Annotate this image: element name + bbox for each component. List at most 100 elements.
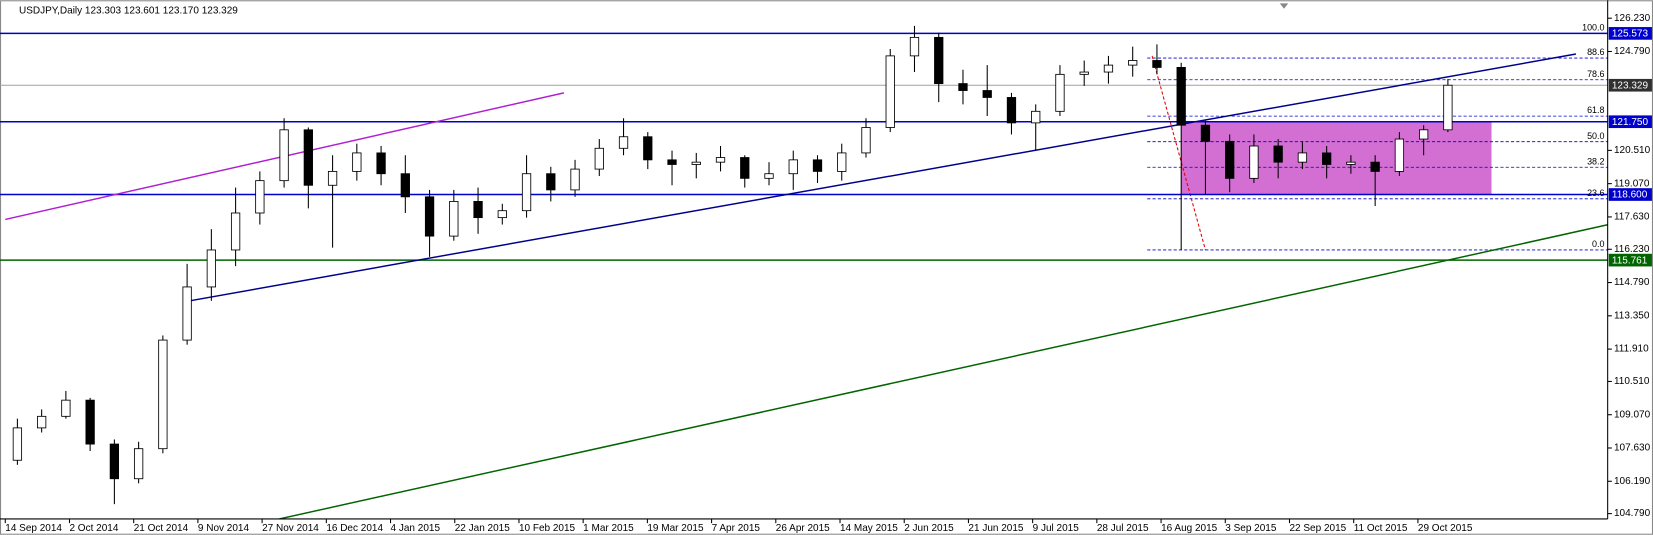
candle-body [958,83,968,91]
plot-front [5,25,1608,519]
level-box [1608,78,1652,92]
candle-body [1346,161,1356,165]
fib-label: 38.2 [1587,156,1604,166]
x-tick-label: 29 Oct 2015 [1418,523,1473,534]
x-tick-label: 10 Feb 2015 [519,523,576,534]
x-tick-label: 3 Sep 2015 [1225,523,1277,534]
fib-label: 0.0 [1592,239,1604,249]
candle-body [12,427,23,461]
x-tick-label: 2 Jun 2015 [904,523,954,534]
y-tick-label: 104.790 [1614,508,1651,519]
candle-body [1322,152,1332,165]
candle-body [982,90,992,98]
candle-body [497,210,507,219]
x-tick-label: 16 Dec 2014 [326,523,383,534]
candle-body [643,136,653,161]
candle-body [473,201,483,219]
candle-body [667,159,677,165]
candle-body [449,201,459,237]
level-label: 125.573 [1612,29,1649,40]
candle-body [37,415,47,429]
candle-body [1176,67,1186,126]
candle-body [909,36,920,57]
candle-body [521,173,532,212]
x-tick-label: 21 Oct 2014 [134,523,189,534]
y-tick-label: 120.510 [1614,145,1651,156]
level-label: 118.600 [1612,190,1648,201]
candle-body [740,157,750,179]
level-box [1608,27,1652,40]
y-tick-label: 110.510 [1614,376,1650,387]
candle-body [861,127,871,154]
x-tick-label: 16 Aug 2015 [1161,523,1218,534]
candle-body [1055,73,1065,112]
candle-body [182,286,192,341]
x-tick-label: 7 Apr 2015 [712,523,761,534]
candle-body [691,161,701,165]
y-tick-label: 114.790 [1614,277,1650,288]
y-tick-label: 107.630 [1614,443,1651,454]
candle-body [1031,110,1041,124]
level-box [1608,115,1652,129]
y-tick-label: 116.230 [1614,244,1650,255]
fib-label: 50.0 [1587,131,1604,141]
candle-body [1006,97,1017,124]
candle-body [812,159,823,172]
x-tick-label: 9 Jul 2015 [1033,523,1080,534]
candle-body [303,129,313,186]
x-tick-label: 2 Oct 2014 [69,523,118,534]
candle-body [206,249,216,288]
level-label: 115.761 [1612,255,1648,266]
candle-body [788,159,798,175]
candle-body [327,170,338,186]
chart-title: USDJPY,Daily 123.303 123.601 123.170 123… [19,5,238,16]
x-tick-label: 27 Nov 2014 [262,523,319,534]
x-tick-label: 19 Mar 2015 [647,523,704,534]
y-tick-label: 109.070 [1614,409,1651,420]
candle-body [837,152,847,172]
candle-body [618,136,629,149]
candle-body [1419,129,1429,140]
candle-body [1249,145,1259,179]
candle-body [885,55,895,128]
x-tick-label: 28 Jul 2015 [1097,523,1149,534]
candle-body [1297,152,1308,163]
x-tick-label: 14 May 2015 [840,523,898,534]
candle-body [133,448,144,480]
candle-body [255,180,265,214]
candle-body [279,129,289,182]
x-tick-label: 26 Apr 2015 [776,523,830,534]
shift-marker [1279,3,1289,9]
candle-body [1443,84,1453,131]
fib-anchor [1151,55,1206,251]
y-tick-label: 117.630 [1614,212,1650,223]
y-tick-label: 106.190 [1614,476,1651,487]
y-tick-label: 119.070 [1614,178,1650,189]
level-label: 121.750 [1612,117,1649,128]
candle-body [546,173,556,191]
candle-body [1103,64,1114,73]
fib-label: 23.6 [1587,188,1604,198]
candle-body [158,339,168,450]
plot-back [0,32,1608,261]
x-tick-label: 1 Mar 2015 [583,523,634,534]
candle-body [230,212,241,251]
fib-label: 88.6 [1587,47,1604,57]
candle-body [1225,140,1235,179]
candle-body [109,443,120,480]
level-box [1608,188,1652,201]
candle-body [400,173,410,198]
candle-body [424,196,435,237]
y-tick-label: 111.910 [1614,344,1649,355]
y-tick-label: 124.790 [1614,46,1651,57]
level-box [1608,253,1652,267]
candle-body [1152,60,1162,68]
candle-body [61,399,71,417]
candle-body [85,399,95,445]
candle-body [352,152,362,172]
candle-body [594,147,604,170]
y-tick-label: 113.350 [1614,310,1650,321]
